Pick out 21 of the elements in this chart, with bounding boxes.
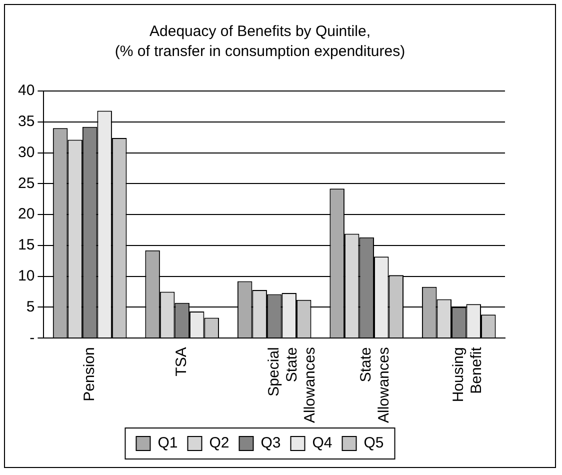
chart-subtitle: (% of transfer in consumption expenditures) (114, 43, 406, 60)
y-tick-label: 20 (18, 206, 35, 223)
x-tick-label: Special State Allowances (265, 347, 318, 424)
legend-label: Q4 (312, 434, 332, 452)
legend-label: Q2 (209, 434, 230, 452)
y-tick-label: - (30, 329, 35, 346)
y-tick-label: 40 (18, 82, 35, 100)
legend-label: Q5 (364, 434, 384, 452)
y-tick-label: 30 (18, 144, 35, 161)
x-tick-label: TSA (173, 347, 190, 376)
y-tick-label: 5 (26, 298, 35, 316)
x-tick-label: Housing Benefit (450, 346, 486, 402)
legend-label: Q1 (158, 434, 178, 452)
y-tick-label: 35 (18, 113, 35, 130)
chart-title: Adequacy of Benefits by Quintile, (150, 23, 370, 40)
x-tick-label: State Allowances (358, 347, 393, 424)
legend-label: Q3 (260, 434, 281, 452)
y-tick-label: 15 (18, 236, 35, 254)
y-tick-label: 10 (18, 267, 35, 284)
y-tick-label: 25 (18, 174, 35, 192)
x-tick-label: Pension (80, 347, 98, 402)
